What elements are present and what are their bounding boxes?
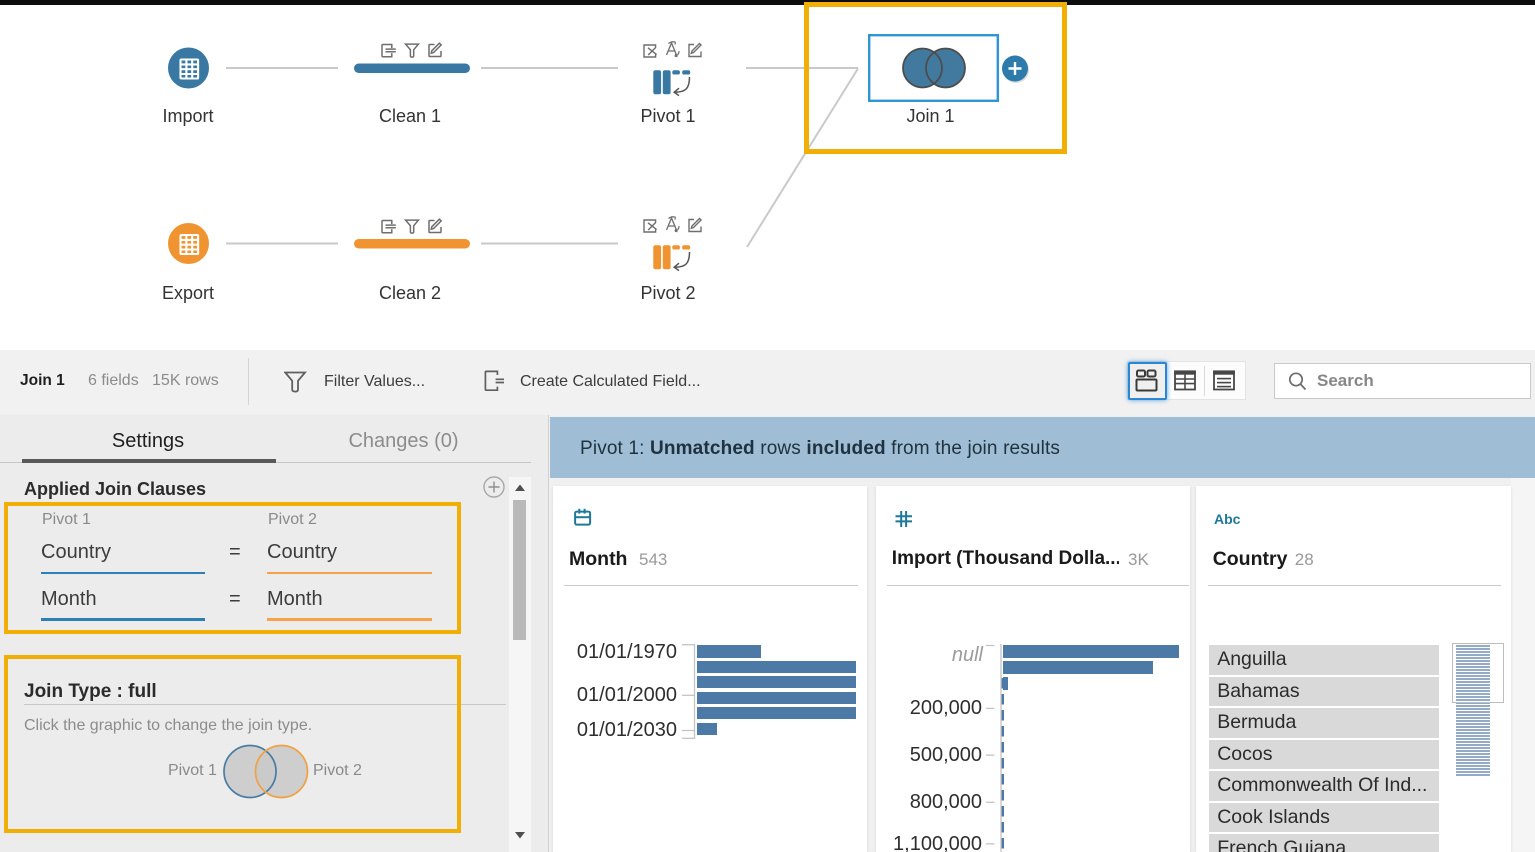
svg-text:Export: Export xyxy=(162,283,214,303)
svg-text:Pivot 2: Pivot 2 xyxy=(640,283,695,303)
svg-text:Clean 2: Clean 2 xyxy=(379,283,441,303)
svg-text:Join 1: Join 1 xyxy=(906,106,954,126)
svg-text:Import: Import xyxy=(162,106,213,126)
svg-text:Pivot 1: Pivot 1 xyxy=(640,106,695,126)
svg-text:Clean 1: Clean 1 xyxy=(379,106,441,126)
